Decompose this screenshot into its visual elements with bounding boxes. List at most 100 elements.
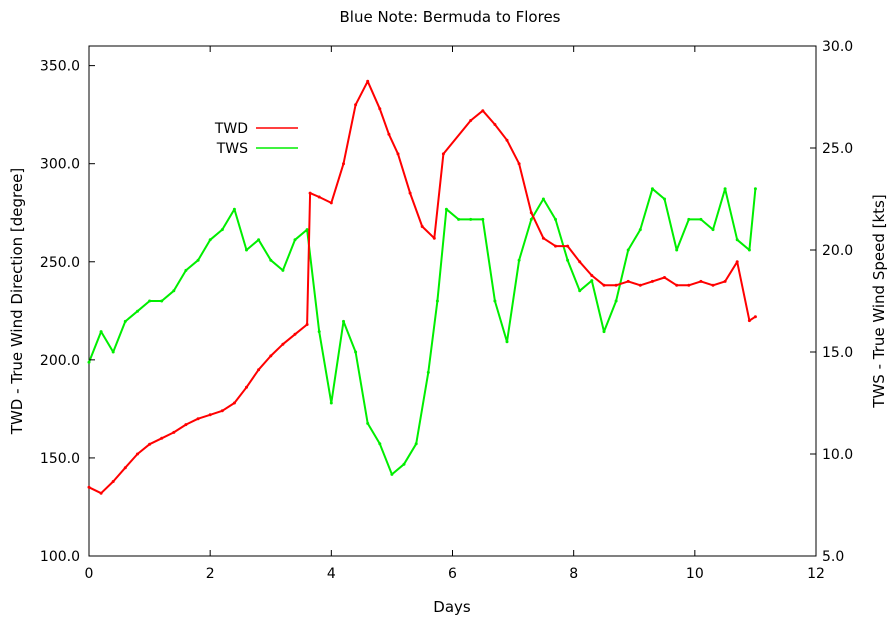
- data-point-tws: [196, 258, 200, 262]
- data-point-tws: [469, 217, 473, 221]
- chart-title: Blue Note: Bermuda to Flores: [340, 8, 561, 26]
- y2-tick-label: 25.0: [822, 141, 853, 157]
- data-point-twd: [123, 466, 127, 470]
- legend-label-twd: TWD: [214, 121, 248, 137]
- y-tick-label: 350.0: [40, 59, 80, 75]
- data-point-tws: [711, 228, 715, 232]
- data-point-tws: [723, 187, 727, 191]
- data-point-twd: [723, 279, 727, 283]
- data-point-tws: [675, 248, 679, 252]
- data-point-twd: [408, 191, 412, 195]
- data-point-tws: [578, 289, 582, 293]
- data-point-tws: [753, 187, 757, 191]
- data-point-tws: [390, 472, 394, 476]
- data-point-twd: [160, 436, 164, 440]
- data-point-twd: [626, 279, 630, 283]
- data-point-tws: [663, 197, 666, 201]
- data-point-twd: [747, 319, 751, 323]
- data-point-twd: [614, 283, 618, 287]
- data-point-tws: [342, 319, 345, 323]
- data-point-twd: [505, 138, 509, 142]
- data-point-twd: [329, 201, 333, 205]
- data-point-twd: [111, 480, 115, 483]
- data-point-twd: [711, 283, 715, 287]
- data-point-tws: [378, 442, 382, 446]
- data-point-tws: [245, 248, 248, 252]
- data-point-tws: [160, 299, 164, 303]
- data-point-twd: [735, 260, 739, 264]
- data-point-twd: [602, 283, 606, 287]
- data-point-tws: [735, 238, 739, 242]
- data-point-tws: [281, 268, 285, 272]
- legend-label-tws: TWS: [216, 141, 248, 157]
- data-point-tws: [517, 258, 521, 262]
- x-tick-label: 2: [206, 566, 215, 582]
- x-tick-label: 4: [327, 566, 336, 582]
- data-point-twd: [308, 191, 312, 195]
- data-point-twd: [184, 423, 188, 427]
- series-layer: [87, 79, 757, 495]
- data-point-tws: [123, 319, 127, 323]
- plot-area: [88, 45, 817, 557]
- data-point-tws: [402, 462, 406, 466]
- data-point-tws: [541, 197, 545, 201]
- y-tick-label: 200.0: [40, 353, 80, 369]
- data-point-twd: [566, 244, 570, 248]
- data-point-twd: [148, 442, 152, 446]
- data-point-tws: [614, 299, 618, 303]
- data-point-twd: [281, 342, 285, 346]
- data-point-tws: [435, 299, 439, 303]
- data-point-tws: [426, 370, 430, 374]
- data-point-twd: [554, 244, 557, 248]
- y-tick-label: 300.0: [40, 157, 80, 173]
- data-point-twd: [481, 109, 485, 113]
- y2-tick-label: 20.0: [822, 243, 853, 259]
- data-point-tws: [305, 228, 309, 232]
- data-point-twd: [753, 315, 757, 319]
- data-point-twd: [208, 413, 212, 417]
- data-point-tws: [590, 279, 594, 283]
- data-point-twd: [317, 195, 321, 199]
- data-point-tws: [366, 421, 370, 425]
- data-point-twd: [354, 103, 358, 107]
- data-point-twd: [293, 332, 297, 336]
- data-point-tws: [87, 360, 91, 364]
- data-point-tws: [626, 248, 630, 252]
- data-point-twd: [136, 452, 139, 456]
- data-point-tws: [747, 248, 751, 252]
- data-point-tws: [457, 217, 461, 221]
- data-point-tws: [111, 350, 115, 354]
- data-point-twd: [699, 279, 703, 283]
- data-point-twd: [420, 225, 424, 228]
- data-point-twd: [366, 79, 370, 83]
- data-point-tws: [414, 442, 418, 446]
- y2-tick-label: 10.0: [822, 447, 853, 463]
- data-point-tws: [208, 238, 212, 242]
- data-point-twd: [220, 409, 224, 413]
- data-point-twd: [529, 211, 533, 215]
- data-point-twd: [196, 417, 200, 421]
- data-point-tws: [481, 217, 485, 221]
- data-point-tws: [172, 289, 176, 293]
- data-point-tws: [148, 299, 152, 303]
- x-axis-label: Days: [433, 598, 471, 616]
- data-point-tws: [257, 238, 261, 242]
- data-point-twd: [493, 123, 497, 126]
- data-point-tws: [444, 207, 448, 211]
- data-point-tws: [269, 258, 273, 262]
- data-point-tws: [354, 350, 358, 354]
- data-point-twd: [687, 283, 691, 287]
- data-point-tws: [638, 228, 642, 232]
- data-point-twd: [432, 236, 436, 240]
- data-point-tws: [650, 187, 654, 191]
- x-tick-label: 0: [85, 566, 94, 582]
- data-point-twd: [675, 283, 679, 287]
- data-point-tws: [329, 401, 333, 405]
- data-point-twd: [396, 152, 400, 156]
- data-point-twd: [650, 279, 654, 283]
- data-point-twd: [232, 401, 236, 405]
- data-point-twd: [541, 236, 545, 240]
- data-point-tws: [99, 330, 103, 334]
- data-point-tws: [232, 207, 236, 211]
